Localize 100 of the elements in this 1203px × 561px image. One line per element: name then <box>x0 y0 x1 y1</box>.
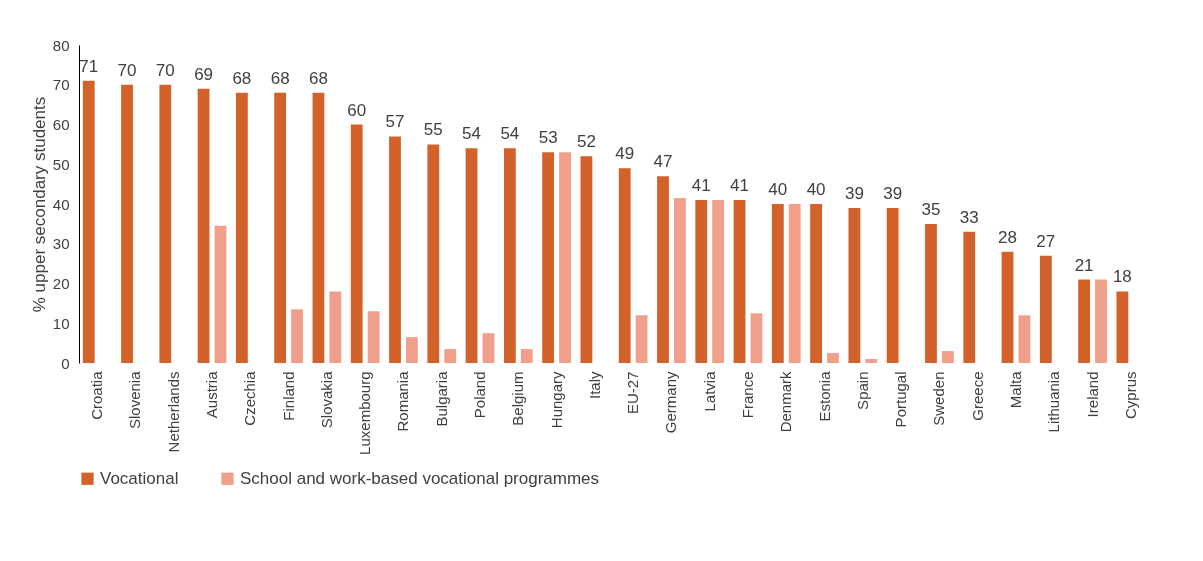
bar <box>197 88 210 363</box>
x-tick-label: Luxembourg <box>356 371 374 455</box>
x-tick-label: Finland <box>279 371 297 421</box>
bar <box>235 92 248 363</box>
data-label: 28 <box>998 227 1017 247</box>
x-tick-label: Slovenia <box>126 370 144 430</box>
data-label: 40 <box>768 180 788 199</box>
data-label: 33 <box>959 207 979 227</box>
data-label: 57 <box>385 112 405 132</box>
bar <box>444 349 457 363</box>
data-label: 60 <box>347 100 367 120</box>
data-label: 68 <box>232 68 252 88</box>
y-tick-label: 30 <box>52 235 70 253</box>
data-label: 18 <box>1112 267 1132 287</box>
bar <box>121 84 133 363</box>
bar <box>1018 315 1031 363</box>
legend-label: School and work-based vocational programmes <box>240 468 600 488</box>
x-tick-label: Estonia <box>815 370 833 422</box>
bar <box>312 92 325 363</box>
data-label: 40 <box>806 180 826 199</box>
x-tick-label: Croatia <box>88 370 106 420</box>
data-label: 68 <box>308 68 328 88</box>
data-label: 54 <box>462 124 482 144</box>
x-tick-label: Bulgaria <box>432 370 450 427</box>
x-tick-label: Germany <box>662 371 680 434</box>
data-label: 71 <box>79 56 99 76</box>
bar <box>848 207 861 363</box>
data-label: 41 <box>691 176 711 196</box>
bar <box>82 80 95 363</box>
bar <box>618 168 631 363</box>
x-tick-label: Poland <box>471 371 489 419</box>
data-label: 21 <box>1074 255 1094 275</box>
bar <box>274 92 287 363</box>
bar <box>465 148 478 363</box>
y-tick-label: 70 <box>52 76 70 94</box>
bar <box>750 313 763 363</box>
bar <box>329 291 342 363</box>
bar <box>159 84 172 363</box>
data-label: 54 <box>500 124 520 144</box>
y-tick-label: 80 <box>52 36 70 54</box>
x-tick-label: Lithuania <box>1045 370 1063 433</box>
bar <box>673 198 686 363</box>
bar <box>695 200 708 363</box>
bar <box>350 124 363 363</box>
x-tick-label: Ireland <box>1083 371 1101 418</box>
data-label: 70 <box>155 60 175 80</box>
x-tick-label: Netherlands <box>164 371 182 453</box>
x-tick-label: Belgium <box>509 371 527 426</box>
x-tick-label: Malta <box>1006 370 1024 409</box>
y-tick-label: 0 <box>61 354 70 372</box>
x-tick-label: Italy <box>585 371 603 400</box>
bar <box>503 148 516 363</box>
x-tick-label: Cyprus <box>1121 371 1139 420</box>
bar <box>367 311 380 363</box>
bar <box>657 176 669 363</box>
bar <box>788 204 801 363</box>
x-tick-label: Hungary <box>547 371 565 429</box>
bar <box>635 315 648 363</box>
bar <box>925 223 937 363</box>
bar <box>291 309 303 363</box>
x-tick-label: Spain <box>853 371 871 410</box>
data-label: 47 <box>653 152 673 172</box>
bar <box>733 200 746 363</box>
bar <box>405 337 418 363</box>
data-label: 39 <box>883 183 903 203</box>
y-tick-label: 40 <box>52 195 70 213</box>
data-label: 52 <box>576 132 596 152</box>
data-label: 35 <box>921 199 941 219</box>
bar <box>580 156 593 363</box>
x-tick-label: France <box>738 371 756 419</box>
x-tick-label: Romania <box>394 370 412 432</box>
x-tick-label: Slovakia <box>317 370 335 429</box>
bar <box>963 231 976 363</box>
data-label: 68 <box>270 68 290 88</box>
y-axis-title: % upper secondary students <box>29 96 49 313</box>
bar <box>389 136 401 363</box>
bar <box>810 204 823 363</box>
bar <box>827 353 839 363</box>
bar <box>712 200 725 363</box>
y-tick-label: 20 <box>52 275 70 292</box>
data-label: 55 <box>423 120 443 140</box>
x-tick-label: Czechia <box>241 370 259 426</box>
bar <box>1001 251 1014 363</box>
x-tick-label: Sweden <box>930 371 948 426</box>
bar <box>1095 279 1107 363</box>
data-label: 49 <box>615 144 635 164</box>
bar <box>559 152 571 363</box>
bar <box>771 204 784 363</box>
y-tick-label: 50 <box>52 155 70 173</box>
y-tick-label: 10 <box>52 314 70 332</box>
bar <box>427 144 440 363</box>
bar <box>1039 255 1052 363</box>
bar <box>865 359 878 363</box>
x-tick-label: Latvia <box>700 370 718 412</box>
x-tick-label: Portugal <box>892 371 910 428</box>
data-label: 69 <box>194 64 214 84</box>
x-tick-label: EU-27 <box>624 371 642 415</box>
bar <box>941 351 954 363</box>
data-label: 41 <box>730 176 750 196</box>
bar <box>1078 279 1090 363</box>
